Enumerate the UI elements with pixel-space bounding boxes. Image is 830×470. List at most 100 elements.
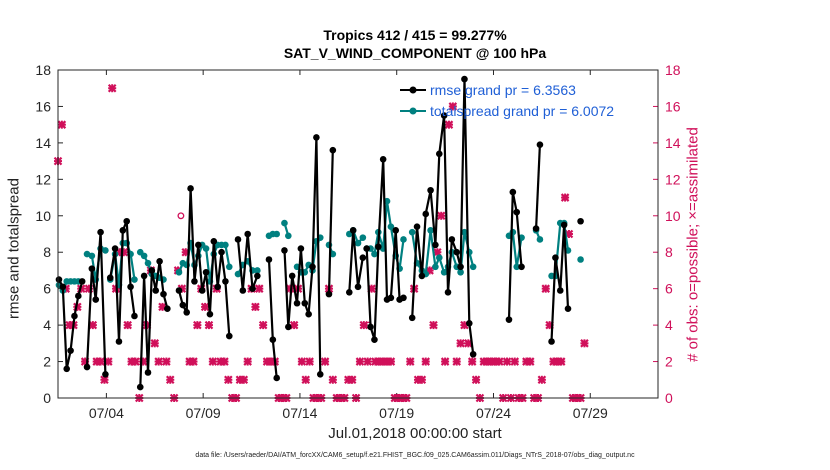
rmse-point [202, 268, 210, 276]
rmse-point [285, 323, 292, 331]
obs-count-markers [53, 83, 589, 403]
rmse-point [564, 305, 572, 313]
obs-assimilated-marker [220, 357, 229, 366]
obs-assimilated-marker [444, 120, 454, 129]
y-tick-label: 6 [43, 281, 51, 297]
rmse-point [309, 263, 316, 271]
rmse-point [469, 350, 477, 358]
totalspread-point [440, 268, 448, 276]
y2-tick-label: 6 [665, 281, 673, 297]
totalspread-point [140, 252, 148, 260]
rmse-line-segment [507, 191, 523, 320]
rmse-point [144, 369, 152, 376]
y2-tick-label: 18 [665, 62, 681, 78]
x-tick-label: 07/19 [379, 405, 414, 421]
obs-assimilated-marker [154, 357, 163, 366]
obs-assimilated-marker [150, 339, 160, 348]
y2-tick-label: 0 [665, 390, 673, 406]
obs-assimilated-marker [189, 357, 198, 366]
rmse-line-segment [327, 150, 334, 295]
totalspread-point [387, 223, 395, 231]
obs-assimilated-marker [328, 375, 338, 385]
x-tick-label: 07/14 [282, 405, 317, 421]
rmse-point [418, 272, 426, 280]
rmse-point [83, 363, 91, 371]
rmse-point [115, 338, 123, 345]
totalspread-point [202, 245, 210, 252]
rmse-point [400, 294, 407, 302]
rmse-point [59, 283, 67, 291]
obs-assimilated-marker [359, 320, 369, 330]
totalspread-point [577, 256, 584, 263]
y2-tick-label: 10 [665, 208, 681, 224]
rmse-point [106, 274, 114, 282]
rmse-point [273, 374, 281, 382]
obs-assimilated-marker [502, 357, 512, 366]
rmse-point [269, 336, 277, 343]
obs-assimilated-marker [456, 339, 465, 348]
obs-assimilated-marker [224, 375, 233, 385]
rmse-point [349, 227, 357, 234]
rmse-point [191, 278, 198, 285]
y-tick-label: 2 [43, 354, 51, 370]
rmse-point [577, 217, 584, 225]
totalspread-point [359, 234, 367, 241]
totalspread-point [273, 230, 281, 238]
y2-tick-label: 2 [665, 354, 673, 370]
rmse-point [345, 289, 353, 296]
legend: rmse grand pr = 6.3563 totalspread grand… [400, 82, 614, 119]
rmse-point [367, 323, 374, 331]
totalspread-point [536, 236, 544, 243]
rmse-point [329, 146, 337, 154]
rmse-point [509, 188, 517, 196]
obs-assimilated-marker [440, 357, 450, 366]
rmse-point [244, 230, 251, 238]
obs-assimilated-marker [162, 357, 171, 366]
rmse-point [78, 278, 86, 285]
totalspread-point [254, 267, 261, 274]
rmse-point [505, 316, 513, 323]
y-tick-label: 4 [43, 317, 51, 333]
rmse-point [457, 263, 464, 271]
rmse-point [293, 299, 301, 307]
obs-assimilated-marker [165, 375, 175, 385]
rmse-point [63, 365, 71, 373]
rmse-point [379, 155, 387, 163]
obs-assimilated-marker [436, 211, 446, 221]
totalspread-point [457, 268, 464, 276]
obs-assimilated-marker [243, 357, 252, 366]
obs-assimilated-marker [386, 357, 396, 366]
rmse-point [148, 267, 156, 274]
totalspread-point [427, 227, 434, 234]
series-lines [55, 75, 584, 391]
obs-possible-marker [177, 212, 185, 220]
totalspread-point [102, 247, 109, 254]
rmse-point [448, 236, 456, 243]
totalspread-point [222, 241, 229, 249]
rmse-point [387, 294, 395, 302]
legend-rmse-label: rmse grand pr = 6.3563 [430, 82, 576, 98]
y2-tick-label: 8 [665, 244, 673, 260]
rmse-point [305, 310, 312, 318]
totalspread-point [371, 250, 378, 258]
rmse-point [234, 236, 242, 243]
totalspread-point [432, 263, 439, 271]
obs-assimilated-marker [580, 339, 589, 348]
rmse-point [363, 245, 371, 252]
rmse-point [183, 309, 191, 316]
chart-title: Tropics 412 / 415 = 99.277% [323, 27, 507, 43]
obs-assimilated-marker [255, 284, 264, 293]
obs-assimilated-marker [347, 375, 357, 385]
rmse-point [92, 296, 100, 303]
rmse-point [556, 287, 564, 294]
obs-assimilated-marker [537, 375, 547, 385]
obs-assimilated-marker [107, 83, 117, 93]
totalspread-point [513, 263, 521, 271]
rmse-point [136, 383, 144, 391]
rmse-point [140, 272, 148, 280]
rmse-point [152, 287, 160, 294]
totalspread-point [354, 239, 362, 247]
rmse-point [316, 371, 324, 378]
rmse-point [325, 290, 333, 298]
totalspread-point [144, 259, 152, 267]
